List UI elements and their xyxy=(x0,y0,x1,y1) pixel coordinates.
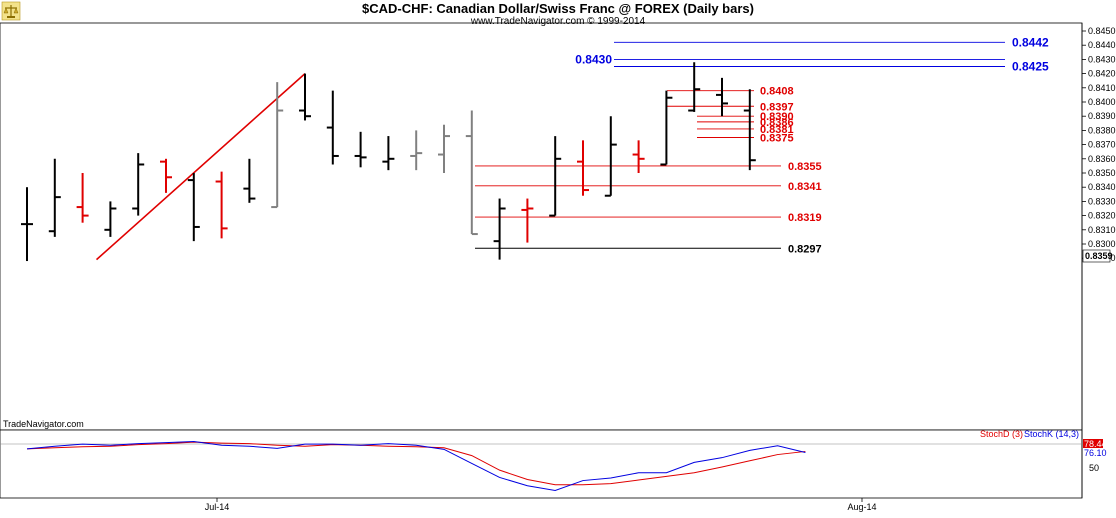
ohlc-bar xyxy=(326,90,339,165)
stoch-line xyxy=(26,441,806,486)
x-tick-label-aug: Aug-14 xyxy=(847,502,876,512)
y-tick-label: 0.8300 xyxy=(1088,239,1116,249)
ohlc-bar xyxy=(132,153,145,216)
stoch-value-d: 78.44 xyxy=(1084,439,1107,449)
y-tick-label: 0.8410 xyxy=(1088,83,1116,93)
ohlc-bar xyxy=(48,158,61,237)
y-tick-label: 0.8430 xyxy=(1088,54,1116,64)
watermark: TradeNavigator.com xyxy=(3,419,84,429)
level-label: 0.8381 xyxy=(760,124,794,136)
ohlc-bar xyxy=(271,82,284,209)
stoch-line xyxy=(26,441,806,491)
last-price-box xyxy=(1082,249,1111,263)
ohlc-bar xyxy=(104,201,117,237)
level-label: 0.8390 xyxy=(760,111,794,123)
price-levels: 0.84420.84300.84250.84080.83970.83900.83… xyxy=(475,35,1049,255)
trendline xyxy=(95,73,306,261)
stoch-value-box-d xyxy=(1083,439,1103,448)
price-panel-frame xyxy=(0,22,1083,431)
level-label: 0.8442 xyxy=(1012,35,1049,49)
ohlc-bar xyxy=(215,171,228,239)
price-axis: 0.82900.83000.83100.83200.83300.83400.83… xyxy=(1082,26,1116,263)
level-label: 0.8408 xyxy=(760,86,794,98)
y-tick-label: 0.8340 xyxy=(1088,182,1116,192)
ohlc-bar xyxy=(577,140,589,196)
ohlc-bar xyxy=(299,73,311,121)
ohlc-bar xyxy=(438,124,450,173)
level-label: 0.8430 xyxy=(575,52,612,66)
level-label: 0.8319 xyxy=(788,212,822,224)
ohlc-bar xyxy=(354,131,367,168)
ohlc-bar xyxy=(493,198,506,260)
y-tick-label: 0.8330 xyxy=(1088,196,1116,206)
ohlc-bars xyxy=(21,62,756,262)
ohlc-bar xyxy=(465,110,478,236)
stoch-tick-50: 50 xyxy=(1089,463,1099,473)
level-label: 0.8425 xyxy=(1012,60,1049,74)
stochastic-series xyxy=(26,441,806,491)
level-label: 0.8386 xyxy=(760,117,794,129)
y-tick-label: 0.8350 xyxy=(1088,168,1116,178)
level-label: 0.8297 xyxy=(788,243,822,255)
y-tick-label: 0.8400 xyxy=(1088,97,1116,107)
x-tick-label-jul: Jul-14 xyxy=(205,502,230,512)
y-tick-label: 0.8310 xyxy=(1088,225,1116,235)
y-tick-label: 0.8370 xyxy=(1088,140,1116,150)
ohlc-bar xyxy=(76,173,89,223)
ohlc-bar xyxy=(521,198,534,243)
stoch-legend-k: StochK (14,3) xyxy=(1024,429,1079,439)
stoch-value-k: 76.10 xyxy=(1084,448,1107,458)
ohlc-bar xyxy=(187,173,200,242)
ohlc-bar xyxy=(604,116,617,197)
trendline-group xyxy=(95,73,306,261)
chart-subtitle: www.TradeNavigator.com © 1999-2014 xyxy=(470,16,646,27)
level-label: 0.8355 xyxy=(788,161,822,173)
ohlc-bar xyxy=(21,187,33,262)
ohlc-bar xyxy=(410,130,423,171)
chart-title: $CAD-CHF: Canadian Dollar/Swiss Franc @ … xyxy=(362,1,754,16)
y-tick-label: 0.8450 xyxy=(1088,26,1116,36)
ohlc-bar xyxy=(243,158,256,203)
y-tick-label: 0.8420 xyxy=(1088,69,1116,79)
ohlc-bar xyxy=(716,77,728,117)
ohlc-bar xyxy=(632,140,645,173)
ohlc-bar xyxy=(688,62,701,112)
stoch-legend-d: StochD (3) xyxy=(980,429,1023,439)
y-tick-label: 0.8360 xyxy=(1088,154,1116,164)
level-label: 0.8375 xyxy=(760,133,794,145)
level-label: 0.8341 xyxy=(788,181,822,193)
ohlc-bar xyxy=(660,90,673,166)
scales-icon xyxy=(1,1,21,21)
ohlc-bar xyxy=(160,158,172,193)
y-tick-label: 0.8380 xyxy=(1088,125,1116,135)
stoch-panel-frame xyxy=(0,429,1083,499)
ohlc-bar xyxy=(549,136,562,217)
ohlc-bar xyxy=(743,89,756,171)
last-price-label: 0.8359 xyxy=(1085,251,1113,261)
y-tick-label: 0.8320 xyxy=(1088,211,1116,221)
level-label: 0.8397 xyxy=(760,101,794,113)
y-tick-label: 0.8440 xyxy=(1088,40,1116,50)
ohlc-bar xyxy=(382,136,395,171)
y-tick-label: 0.8390 xyxy=(1088,111,1116,121)
